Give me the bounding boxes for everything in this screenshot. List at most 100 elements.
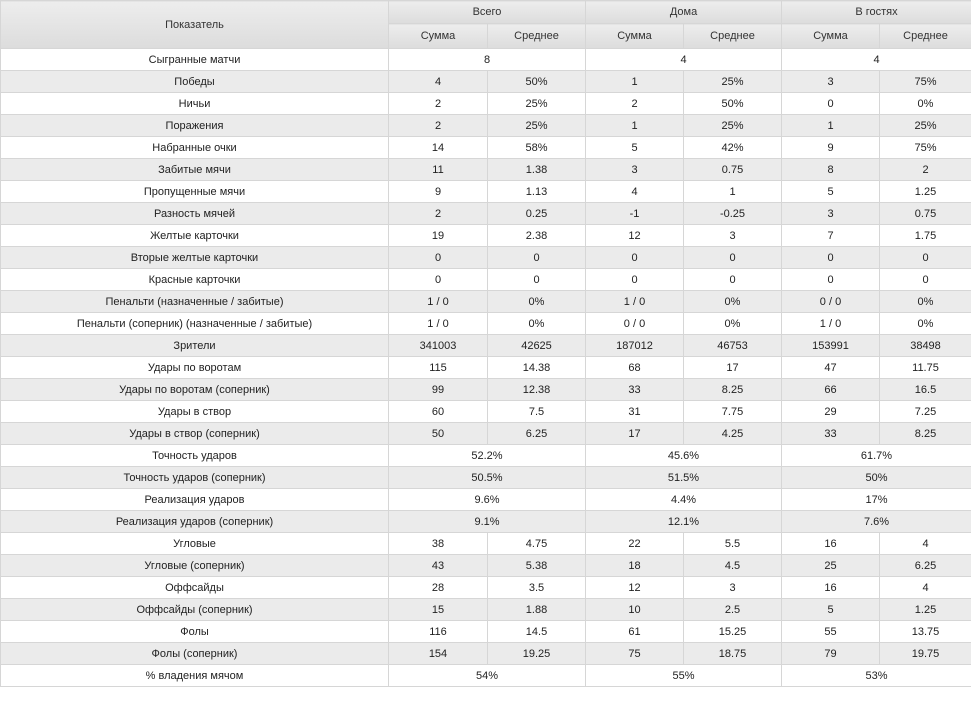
cell-away-sum: 55 [781,620,880,643]
cell-total-sum: 154 [388,642,488,665]
row-label: Ничьи [0,92,389,115]
cell-total-sum: 1 / 0 [388,290,488,313]
row-label: Набранные очки [0,136,389,159]
cell-total-sum: 116 [388,620,488,643]
cell-away-sum: 0 / 0 [781,290,880,313]
table-row: Оффсайды (соперник) 15 1.88 10 2.5 5 1.25 [0,598,971,621]
table-row: Разность мячей 2 0.25 -1 -0.25 3 0.75 [0,202,971,225]
cell-away-sum: 79 [781,642,880,665]
cell-total-avg: 50% [487,70,586,93]
row-label: Реализация ударов [0,488,389,511]
merged-cell-total: 9.1% [388,510,586,533]
row-label: % владения мячом [0,664,389,687]
stats-table: Показатель Всего Дома В гостях Сумма Сре… [0,0,971,687]
cell-total-sum: 38 [388,532,488,555]
stats-table-head: Показатель Всего Дома В гостях Сумма Сре… [0,0,971,49]
table-row: Удары по воротам 115 14.38 68 17 47 11.75 [0,356,971,379]
table-row: Пенальти (назначенные / забитые) 1 / 0 0% 1… [0,290,971,313]
row-label: Оффсайды [0,576,389,599]
cell-total-avg: 1.13 [487,180,586,203]
cell-away-sum: 0 [781,268,880,291]
merged-cell-total: 9.6% [388,488,586,511]
cell-home-avg: 25% [683,70,782,93]
row-label: Зрители [0,334,389,357]
cell-total-sum: 1 / 0 [388,312,488,335]
table-row: Пенальти (соперник) (назначенные / забит… [0,312,971,335]
cell-away-sum: 16 [781,576,880,599]
subheader-away-sum: Сумма [781,23,880,49]
cell-away-avg: 4 [879,532,971,555]
row-label: Пенальти (соперник) (назначенные / забит… [0,312,389,335]
merged-cell-away: 50% [781,466,971,489]
table-row: Точность ударов 52.2% 45.6% 61.7% [0,444,971,467]
row-label: Удары по воротам (соперник) [0,378,389,401]
row-label: Угловые [0,532,389,555]
row-label: Поражения [0,114,389,137]
cell-away-avg: 7.25 [879,400,971,423]
cell-total-sum: 2 [388,92,488,115]
table-row: Реализация ударов 9.6% 4.4% 17% [0,488,971,511]
table-row: Набранные очки 14 58% 5 42% 9 75% [0,136,971,159]
cell-away-avg: 6.25 [879,554,971,577]
cell-away-avg: 1.25 [879,180,971,203]
row-label: Удары в створ [0,400,389,423]
cell-total-sum: 0 [388,268,488,291]
cell-away-avg: 4 [879,576,971,599]
cell-total-avg: 12.38 [487,378,586,401]
cell-home-avg: 17 [683,356,782,379]
cell-home-avg: -0.25 [683,202,782,225]
cell-total-avg: 0 [487,246,586,269]
table-row: Реализация ударов (соперник) 9.1% 12.1% 7.6… [0,510,971,533]
row-label: Пенальти (назначенные / забитые) [0,290,389,313]
row-label: Фолы (соперник) [0,642,389,665]
cell-total-avg: 0% [487,312,586,335]
table-row: Угловые 38 4.75 22 5.5 16 4 [0,532,971,555]
row-label: Угловые (соперник) [0,554,389,577]
cell-home-avg: 3 [683,224,782,247]
cell-total-sum: 50 [388,422,488,445]
merged-cell-home: 55% [585,664,782,687]
cell-away-avg: 11.75 [879,356,971,379]
cell-away-sum: 1 [781,114,880,137]
table-row: Пропущенные мячи 9 1.13 4 1 5 1.25 [0,180,971,203]
cell-home-avg: 25% [683,114,782,137]
cell-total-avg: 19.25 [487,642,586,665]
cell-home-sum: 75 [585,642,684,665]
cell-total-sum: 43 [388,554,488,577]
cell-home-avg: 42% [683,136,782,159]
cell-total-sum: 4 [388,70,488,93]
group-header-away: В гостях [781,0,971,24]
merged-cell-home: 4.4% [585,488,782,511]
header-row-groups: Показатель Всего Дома В гостях [0,0,971,49]
row-label: Точность ударов (соперник) [0,466,389,489]
cell-home-sum: 187012 [585,334,684,357]
cell-home-sum: 2 [585,92,684,115]
group-header-home: Дома [585,0,782,24]
table-row: Победы 4 50% 1 25% 3 75% [0,70,971,93]
cell-home-avg: 0 [683,268,782,291]
cell-home-sum: 12 [585,576,684,599]
cell-away-sum: 47 [781,356,880,379]
cell-away-sum: 9 [781,136,880,159]
cell-total-avg: 1.38 [487,158,586,181]
cell-total-sum: 2 [388,114,488,137]
cell-home-avg: 4.5 [683,554,782,577]
table-row: Точность ударов (соперник) 50.5% 51.5% 50% [0,466,971,489]
cell-home-sum: 12 [585,224,684,247]
cell-home-sum: -1 [585,202,684,225]
header-row-subcolumns: Сумма Среднее Сумма Среднее Сумма Средне… [1,23,971,49]
row-label: Реализация ударов (соперник) [0,510,389,533]
stats-table-body: Сыгранные матчи 8 4 4 Победы 4 50% 1 25% 3 75% Ничь… [0,48,971,687]
cell-home-avg: 5.5 [683,532,782,555]
cell-home-avg: 1 [683,180,782,203]
cell-away-avg: 19.75 [879,642,971,665]
cell-home-sum: 33 [585,378,684,401]
row-label: Точность ударов [0,444,389,467]
cell-away-sum: 0 [781,92,880,115]
row-label: Забитые мячи [0,158,389,181]
cell-away-avg: 75% [879,136,971,159]
table-row: Фолы 116 14.5 61 15.25 55 13.75 [0,620,971,643]
cell-home-sum: 61 [585,620,684,643]
cell-home-avg: 0% [683,290,782,313]
cell-total-sum: 2 [388,202,488,225]
